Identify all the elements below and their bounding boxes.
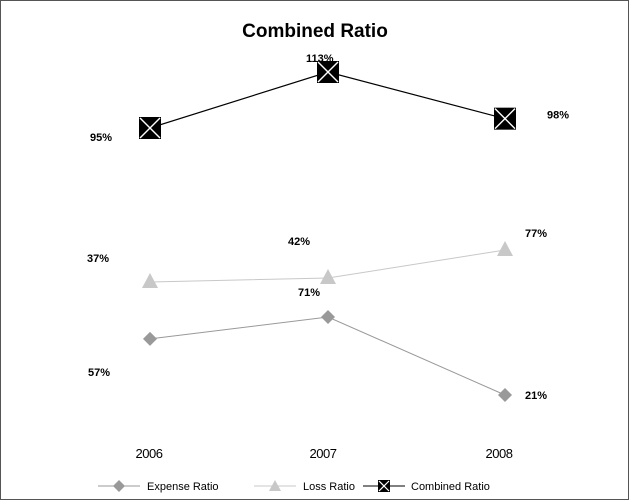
chart-title: Combined Ratio	[242, 21, 388, 42]
legend-loss-marker	[269, 480, 281, 491]
x-tick-2006: 2006	[136, 446, 163, 461]
expense-ratio-line	[149, 316, 506, 396]
expense-ratio-label-2007: 71%	[298, 287, 320, 299]
combined-ratio-marker-2008	[494, 107, 516, 130]
loss-ratio-label-2008: 77%	[525, 228, 547, 240]
expense-ratio-label-2006: 57%	[88, 367, 110, 379]
data-labels: 57% 71% 21% 37% 42% 77% 95% 113% 98%	[87, 53, 569, 402]
x-tick-2007: 2007	[310, 446, 337, 461]
combined-ratio-marker-2007	[317, 61, 339, 83]
legend-expense-label: Expense Ratio	[147, 481, 219, 493]
legend: Expense Ratio Loss Ratio Combined Ratio	[98, 480, 490, 493]
legend-item-loss-ratio: Loss Ratio	[254, 480, 355, 493]
loss-ratio-marker-2006	[142, 273, 158, 288]
loss-ratio-label-2006: 37%	[87, 253, 109, 265]
loss-ratio-marker-2007	[320, 269, 336, 284]
combined-ratio-label-2006: 95%	[90, 132, 112, 144]
legend-item-expense-ratio: Expense Ratio	[98, 480, 219, 493]
legend-expense-marker	[113, 480, 125, 492]
combined-ratio-label-2008: 98%	[547, 110, 569, 122]
x-tick-2008: 2008	[486, 446, 513, 461]
series-lines	[149, 71, 506, 396]
combined-ratio-label-2007: 113%	[306, 53, 334, 65]
expense-ratio-marker-2008	[498, 388, 512, 402]
series-markers	[139, 61, 516, 402]
legend-loss-label: Loss Ratio	[303, 481, 355, 493]
expense-ratio-label-2008: 21%	[525, 390, 547, 402]
loss-ratio-marker-2008	[497, 241, 513, 256]
loss-ratio-label-2007: 42%	[288, 236, 310, 248]
legend-item-combined-ratio: Combined Ratio	[363, 480, 490, 493]
expense-ratio-marker-2007	[321, 310, 335, 324]
combined-ratio-marker-2006	[139, 117, 161, 139]
expense-ratio-marker-2006	[143, 331, 157, 346]
legend-combined-label: Combined Ratio	[411, 481, 490, 493]
